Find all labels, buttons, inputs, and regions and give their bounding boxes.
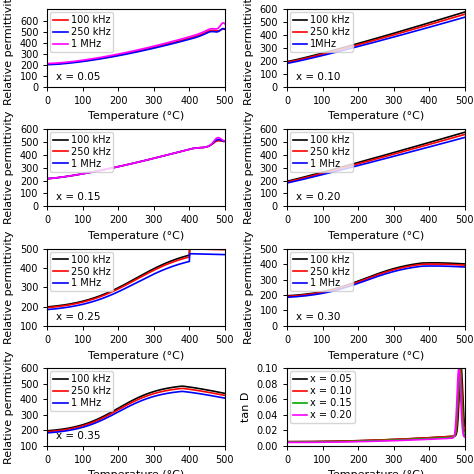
Text: x = 0.25: x = 0.25 [56,312,101,322]
Y-axis label: Relative permittivity: Relative permittivity [4,0,14,105]
Y-axis label: Relative permittivity: Relative permittivity [4,230,14,344]
Legend: 100 kHz, 250 kHz, 1MHz: 100 kHz, 250 kHz, 1MHz [290,12,353,52]
X-axis label: Temperature (°C): Temperature (°C) [88,350,184,361]
X-axis label: Temperature (°C): Temperature (°C) [88,470,184,474]
Legend: 100 kHz, 250 kHz, 1 MHz: 100 kHz, 250 kHz, 1 MHz [290,252,353,292]
Y-axis label: Relative permittivity: Relative permittivity [4,111,14,225]
Legend: 100 kHz, 250 kHz, 1 MHz: 100 kHz, 250 kHz, 1 MHz [50,132,113,172]
Legend: x = 0.05, x = 0.10, x = 0.15, x = 0.20: x = 0.05, x = 0.10, x = 0.15, x = 0.20 [290,371,355,423]
Text: x = 0.10: x = 0.10 [296,73,340,82]
Text: x = 0.05: x = 0.05 [56,73,100,82]
Legend: 100 kHz, 250 kHz, 1 MHz: 100 kHz, 250 kHz, 1 MHz [50,371,113,411]
Text: x = 0.30: x = 0.30 [296,312,340,322]
Legend: 100 kHz, 250 kHz, 1 MHz: 100 kHz, 250 kHz, 1 MHz [50,12,113,52]
X-axis label: Temperature (°C): Temperature (°C) [328,470,424,474]
Y-axis label: Relative permittivity: Relative permittivity [4,350,14,464]
Text: x = 0.20: x = 0.20 [296,192,340,202]
Y-axis label: tan D: tan D [241,392,251,422]
X-axis label: Temperature (°C): Temperature (°C) [328,231,424,241]
Text: x = 0.15: x = 0.15 [56,192,101,202]
Legend: 100 kHz, 250 kHz, 1 MHz: 100 kHz, 250 kHz, 1 MHz [50,252,113,292]
X-axis label: Temperature (°C): Temperature (°C) [328,350,424,361]
X-axis label: Temperature (°C): Temperature (°C) [88,231,184,241]
Y-axis label: Relative permittivity: Relative permittivity [244,230,254,344]
X-axis label: Temperature (°C): Temperature (°C) [328,111,424,121]
Text: x = 0.35: x = 0.35 [56,431,101,441]
X-axis label: Temperature (°C): Temperature (°C) [88,111,184,121]
Y-axis label: Relative permittivity: Relative permittivity [244,0,254,105]
Legend: 100 kHz, 250 kHz, 1 MHz: 100 kHz, 250 kHz, 1 MHz [290,132,353,172]
Y-axis label: Relative permittivity: Relative permittivity [244,111,254,225]
